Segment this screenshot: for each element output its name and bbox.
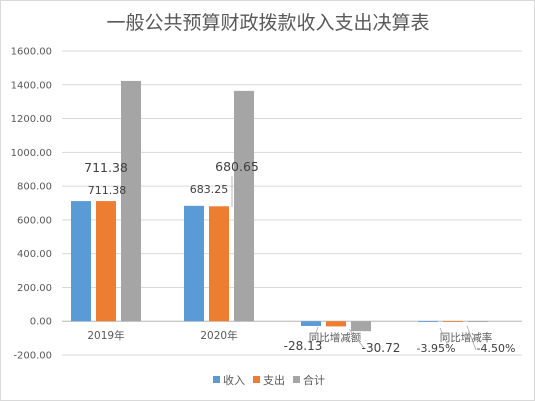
bar-支出-0 (96, 201, 116, 322)
bar-支出-3 (443, 321, 463, 323)
data-label: -3.95% (417, 342, 456, 355)
bar-收入-1 (184, 205, 204, 322)
bar-支出-2 (326, 321, 346, 327)
legend-label: 支出 (263, 373, 285, 387)
bar-支出-1 (209, 206, 229, 322)
data-label: -4.50% (477, 342, 516, 355)
data-label-leader (348, 328, 365, 349)
legend-swatch-支出 (253, 376, 260, 383)
data-label-leader (439, 327, 449, 347)
data-label: -28.13 (284, 339, 323, 353)
x-category-label: 2019年 (87, 329, 124, 342)
data-label: 711.38 (88, 184, 127, 197)
y-tick-label: 400.00 (17, 249, 52, 260)
y-tick-label: 800.00 (17, 182, 52, 193)
bar-收入-2 (301, 321, 321, 326)
legend-swatch-合计 (293, 376, 300, 383)
x-category-label: 同比增减率 (440, 331, 493, 344)
data-label: 680.65 (215, 159, 259, 174)
y-tick-label: -200.00 (13, 351, 52, 362)
bar-合计-0 (121, 80, 141, 322)
data-label-leader (466, 325, 477, 351)
y-tick-label: 1200.00 (11, 114, 52, 125)
bars (71, 80, 488, 332)
x-category-label: 2020年 (200, 329, 237, 342)
data-labels: 711.38 711.38 683.25 680.65 -28.13 -30.72 -3.9… (84, 159, 515, 355)
y-tick-label: 0.00 (30, 317, 52, 328)
bar-合计-3 (468, 321, 488, 323)
y-tick-label: 600.00 (17, 215, 52, 226)
data-label: 711.38 (84, 160, 128, 175)
bar-收入-3 (418, 321, 438, 323)
y-tick-label: 1400.00 (11, 80, 52, 91)
legend: 收入 支出 合计 (213, 373, 325, 387)
x-category-label: 同比增减额 (309, 331, 362, 344)
bar-合计-2 (351, 321, 371, 332)
y-tick-label: 1000.00 (11, 148, 52, 159)
bar-合计-1 (234, 90, 254, 322)
chart-title: 一般公共预算财政拨款收入支出决算表 (106, 12, 429, 34)
x-axis-categories: 2019年 2020年 同比增减额 同比增减率 (87, 329, 492, 344)
y-tick-label: 1600.00 (11, 47, 52, 58)
bar-收入-0 (71, 201, 91, 322)
legend-label: 合计 (303, 373, 325, 387)
legend-label: 收入 (223, 373, 245, 387)
data-label-leader (312, 326, 319, 342)
y-tick-label: 200.00 (17, 283, 52, 294)
data-label: -30.72 (362, 341, 401, 355)
legend-swatch-收入 (213, 376, 220, 383)
data-label: 683.25 (190, 183, 229, 196)
y-axis-ticks: 1600.00 1400.00 1200.00 1000.00 800.00 600.00… (11, 47, 52, 362)
